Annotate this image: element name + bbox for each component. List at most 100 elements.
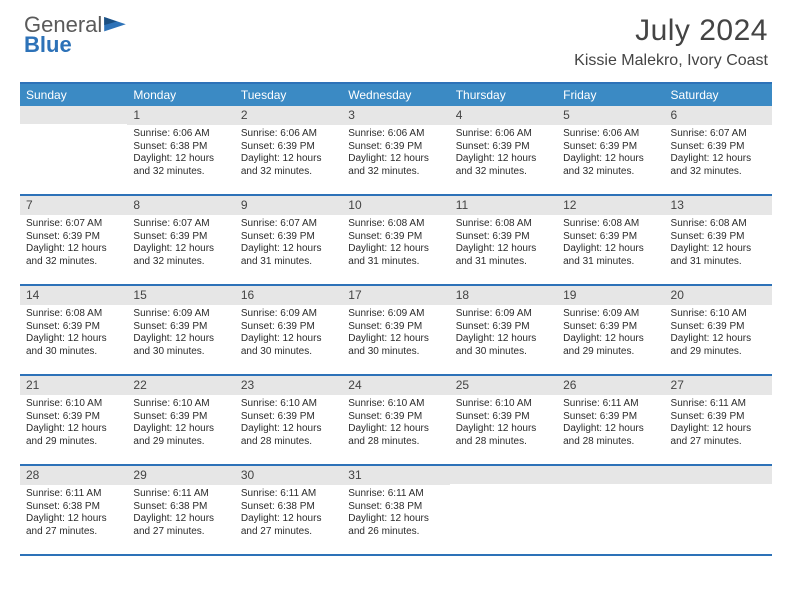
day-number: 22 [127,376,234,395]
day-number: 31 [342,466,449,485]
day-info-line: Sunrise: 6:07 AM [133,218,228,231]
day-info-line: Daylight: 12 hours [133,423,228,436]
day-body [665,484,772,491]
day-number: 19 [557,286,664,305]
day-body: Sunrise: 6:08 AMSunset: 6:39 PMDaylight:… [450,215,557,272]
day-info-line: Sunset: 6:39 PM [348,411,443,424]
day-number: 3 [342,106,449,125]
day-number: 27 [665,376,772,395]
day-info-line: Daylight: 12 hours [348,513,443,526]
day-body: Sunrise: 6:10 AMSunset: 6:39 PMDaylight:… [342,395,449,452]
day-info-line: Daylight: 12 hours [348,423,443,436]
week-row: 1Sunrise: 6:06 AMSunset: 6:38 PMDaylight… [20,106,772,196]
day-body: Sunrise: 6:10 AMSunset: 6:39 PMDaylight:… [235,395,342,452]
day-info-line: Daylight: 12 hours [26,423,121,436]
day-body: Sunrise: 6:11 AMSunset: 6:38 PMDaylight:… [235,485,342,542]
day-cell: 5Sunrise: 6:06 AMSunset: 6:39 PMDaylight… [557,106,664,194]
day-number: 6 [665,106,772,125]
day-number: 8 [127,196,234,215]
day-body: Sunrise: 6:10 AMSunset: 6:39 PMDaylight:… [450,395,557,452]
day-info-line: Sunset: 6:39 PM [241,231,336,244]
day-info-line: Sunrise: 6:06 AM [456,128,551,141]
location-label: Kissie Malekro, Ivory Coast [574,52,768,70]
day-cell: 4Sunrise: 6:06 AMSunset: 6:39 PMDaylight… [450,106,557,194]
day-info-line: and 27 minutes. [26,526,121,539]
day-number: 12 [557,196,664,215]
day-info-line: Sunrise: 6:11 AM [563,398,658,411]
day-info-line: Daylight: 12 hours [241,153,336,166]
day-of-week-row: SundayMondayTuesdayWednesdayThursdayFrid… [20,84,772,106]
day-info-line: Sunrise: 6:11 AM [348,488,443,501]
day-body: Sunrise: 6:11 AMSunset: 6:39 PMDaylight:… [665,395,772,452]
day-info-line: and 32 minutes. [563,166,658,179]
day-body: Sunrise: 6:11 AMSunset: 6:38 PMDaylight:… [20,485,127,542]
day-cell: 19Sunrise: 6:09 AMSunset: 6:39 PMDayligh… [557,286,664,374]
day-body: Sunrise: 6:11 AMSunset: 6:38 PMDaylight:… [342,485,449,542]
day-info-line: Daylight: 12 hours [563,333,658,346]
day-number: 4 [450,106,557,125]
day-cell: 18Sunrise: 6:09 AMSunset: 6:39 PMDayligh… [450,286,557,374]
day-number: 26 [557,376,664,395]
day-cell: 14Sunrise: 6:08 AMSunset: 6:39 PMDayligh… [20,286,127,374]
day-info-line: and 29 minutes. [563,346,658,359]
day-cell: 12Sunrise: 6:08 AMSunset: 6:39 PMDayligh… [557,196,664,284]
day-cell: 13Sunrise: 6:08 AMSunset: 6:39 PMDayligh… [665,196,772,284]
day-info-line: Daylight: 12 hours [133,333,228,346]
day-info-line: Daylight: 12 hours [456,333,551,346]
day-info-line: and 31 minutes. [456,256,551,269]
day-number: 14 [20,286,127,305]
day-info-line: Daylight: 12 hours [563,243,658,256]
day-cell [20,106,127,194]
day-body [20,124,127,131]
day-info-line: and 28 minutes. [456,436,551,449]
day-info-line: and 30 minutes. [348,346,443,359]
day-body: Sunrise: 6:07 AMSunset: 6:39 PMDaylight:… [665,125,772,182]
day-info-line: and 30 minutes. [133,346,228,359]
day-info-line: Daylight: 12 hours [26,333,121,346]
day-info-line: Sunrise: 6:10 AM [26,398,121,411]
day-info-line: Sunrise: 6:08 AM [563,218,658,231]
day-number: 9 [235,196,342,215]
day-cell: 22 Sunrise: 6:10 AMSunset: 6:39 PMDayligh… [127,376,234,464]
day-info-line: Sunset: 6:39 PM [348,321,443,334]
day-cell: 10Sunrise: 6:08 AMSunset: 6:39 PMDayligh… [342,196,449,284]
day-info-line: and 27 minutes. [671,436,766,449]
day-info-line: Sunset: 6:39 PM [241,321,336,334]
day-info-line: Daylight: 12 hours [671,243,766,256]
day-info-line: Sunset: 6:38 PM [133,501,228,514]
dow-cell: Saturday [665,84,772,106]
day-info-line: Sunset: 6:39 PM [133,411,228,424]
day-info-line: Sunset: 6:39 PM [241,411,336,424]
day-cell: 2Sunrise: 6:06 AMSunset: 6:39 PMDaylight… [235,106,342,194]
day-info-line: Daylight: 12 hours [671,423,766,436]
day-cell: 9Sunrise: 6:07 AMSunset: 6:39 PMDaylight… [235,196,342,284]
week-row: 7Sunrise: 6:07 AMSunset: 6:39 PMDaylight… [20,196,772,286]
day-info-line: Sunset: 6:39 PM [671,231,766,244]
day-body: Sunrise: 6:11 AMSunset: 6:39 PMDaylight:… [557,395,664,452]
day-info-line: Daylight: 12 hours [241,513,336,526]
day-info-line: Daylight: 12 hours [671,153,766,166]
calendar: SundayMondayTuesdayWednesdayThursdayFrid… [20,82,772,556]
day-number: 2 [235,106,342,125]
day-info-line: Daylight: 12 hours [456,423,551,436]
day-info-line: Sunset: 6:38 PM [133,141,228,154]
day-body: Sunrise: 6:10 AMSunset: 6:39 PMDaylight:… [20,395,127,452]
day-cell: 20Sunrise: 6:10 AMSunset: 6:39 PMDayligh… [665,286,772,374]
day-info-line: and 31 minutes. [671,256,766,269]
day-cell: 27Sunrise: 6:11 AMSunset: 6:39 PMDayligh… [665,376,772,464]
day-info-line: Sunrise: 6:06 AM [563,128,658,141]
day-info-line: and 32 minutes. [133,166,228,179]
dow-cell: Wednesday [342,84,449,106]
day-cell: 31Sunrise: 6:11 AMSunset: 6:38 PMDayligh… [342,466,449,554]
day-info-line: Sunrise: 6:10 AM [133,398,228,411]
day-info-line: Sunrise: 6:07 AM [671,128,766,141]
day-info-line: Sunrise: 6:06 AM [133,128,228,141]
week-row: 14Sunrise: 6:08 AMSunset: 6:39 PMDayligh… [20,286,772,376]
day-info-line: Daylight: 12 hours [456,243,551,256]
day-info-line: Sunrise: 6:08 AM [456,218,551,231]
day-info-line: Sunrise: 6:07 AM [241,218,336,231]
day-info-line: Sunset: 6:39 PM [26,231,121,244]
day-info-line: Sunset: 6:39 PM [26,321,121,334]
day-cell: 23Sunrise: 6:10 AMSunset: 6:39 PMDayligh… [235,376,342,464]
week-row: 28Sunrise: 6:11 AMSunset: 6:38 PMDayligh… [20,466,772,556]
